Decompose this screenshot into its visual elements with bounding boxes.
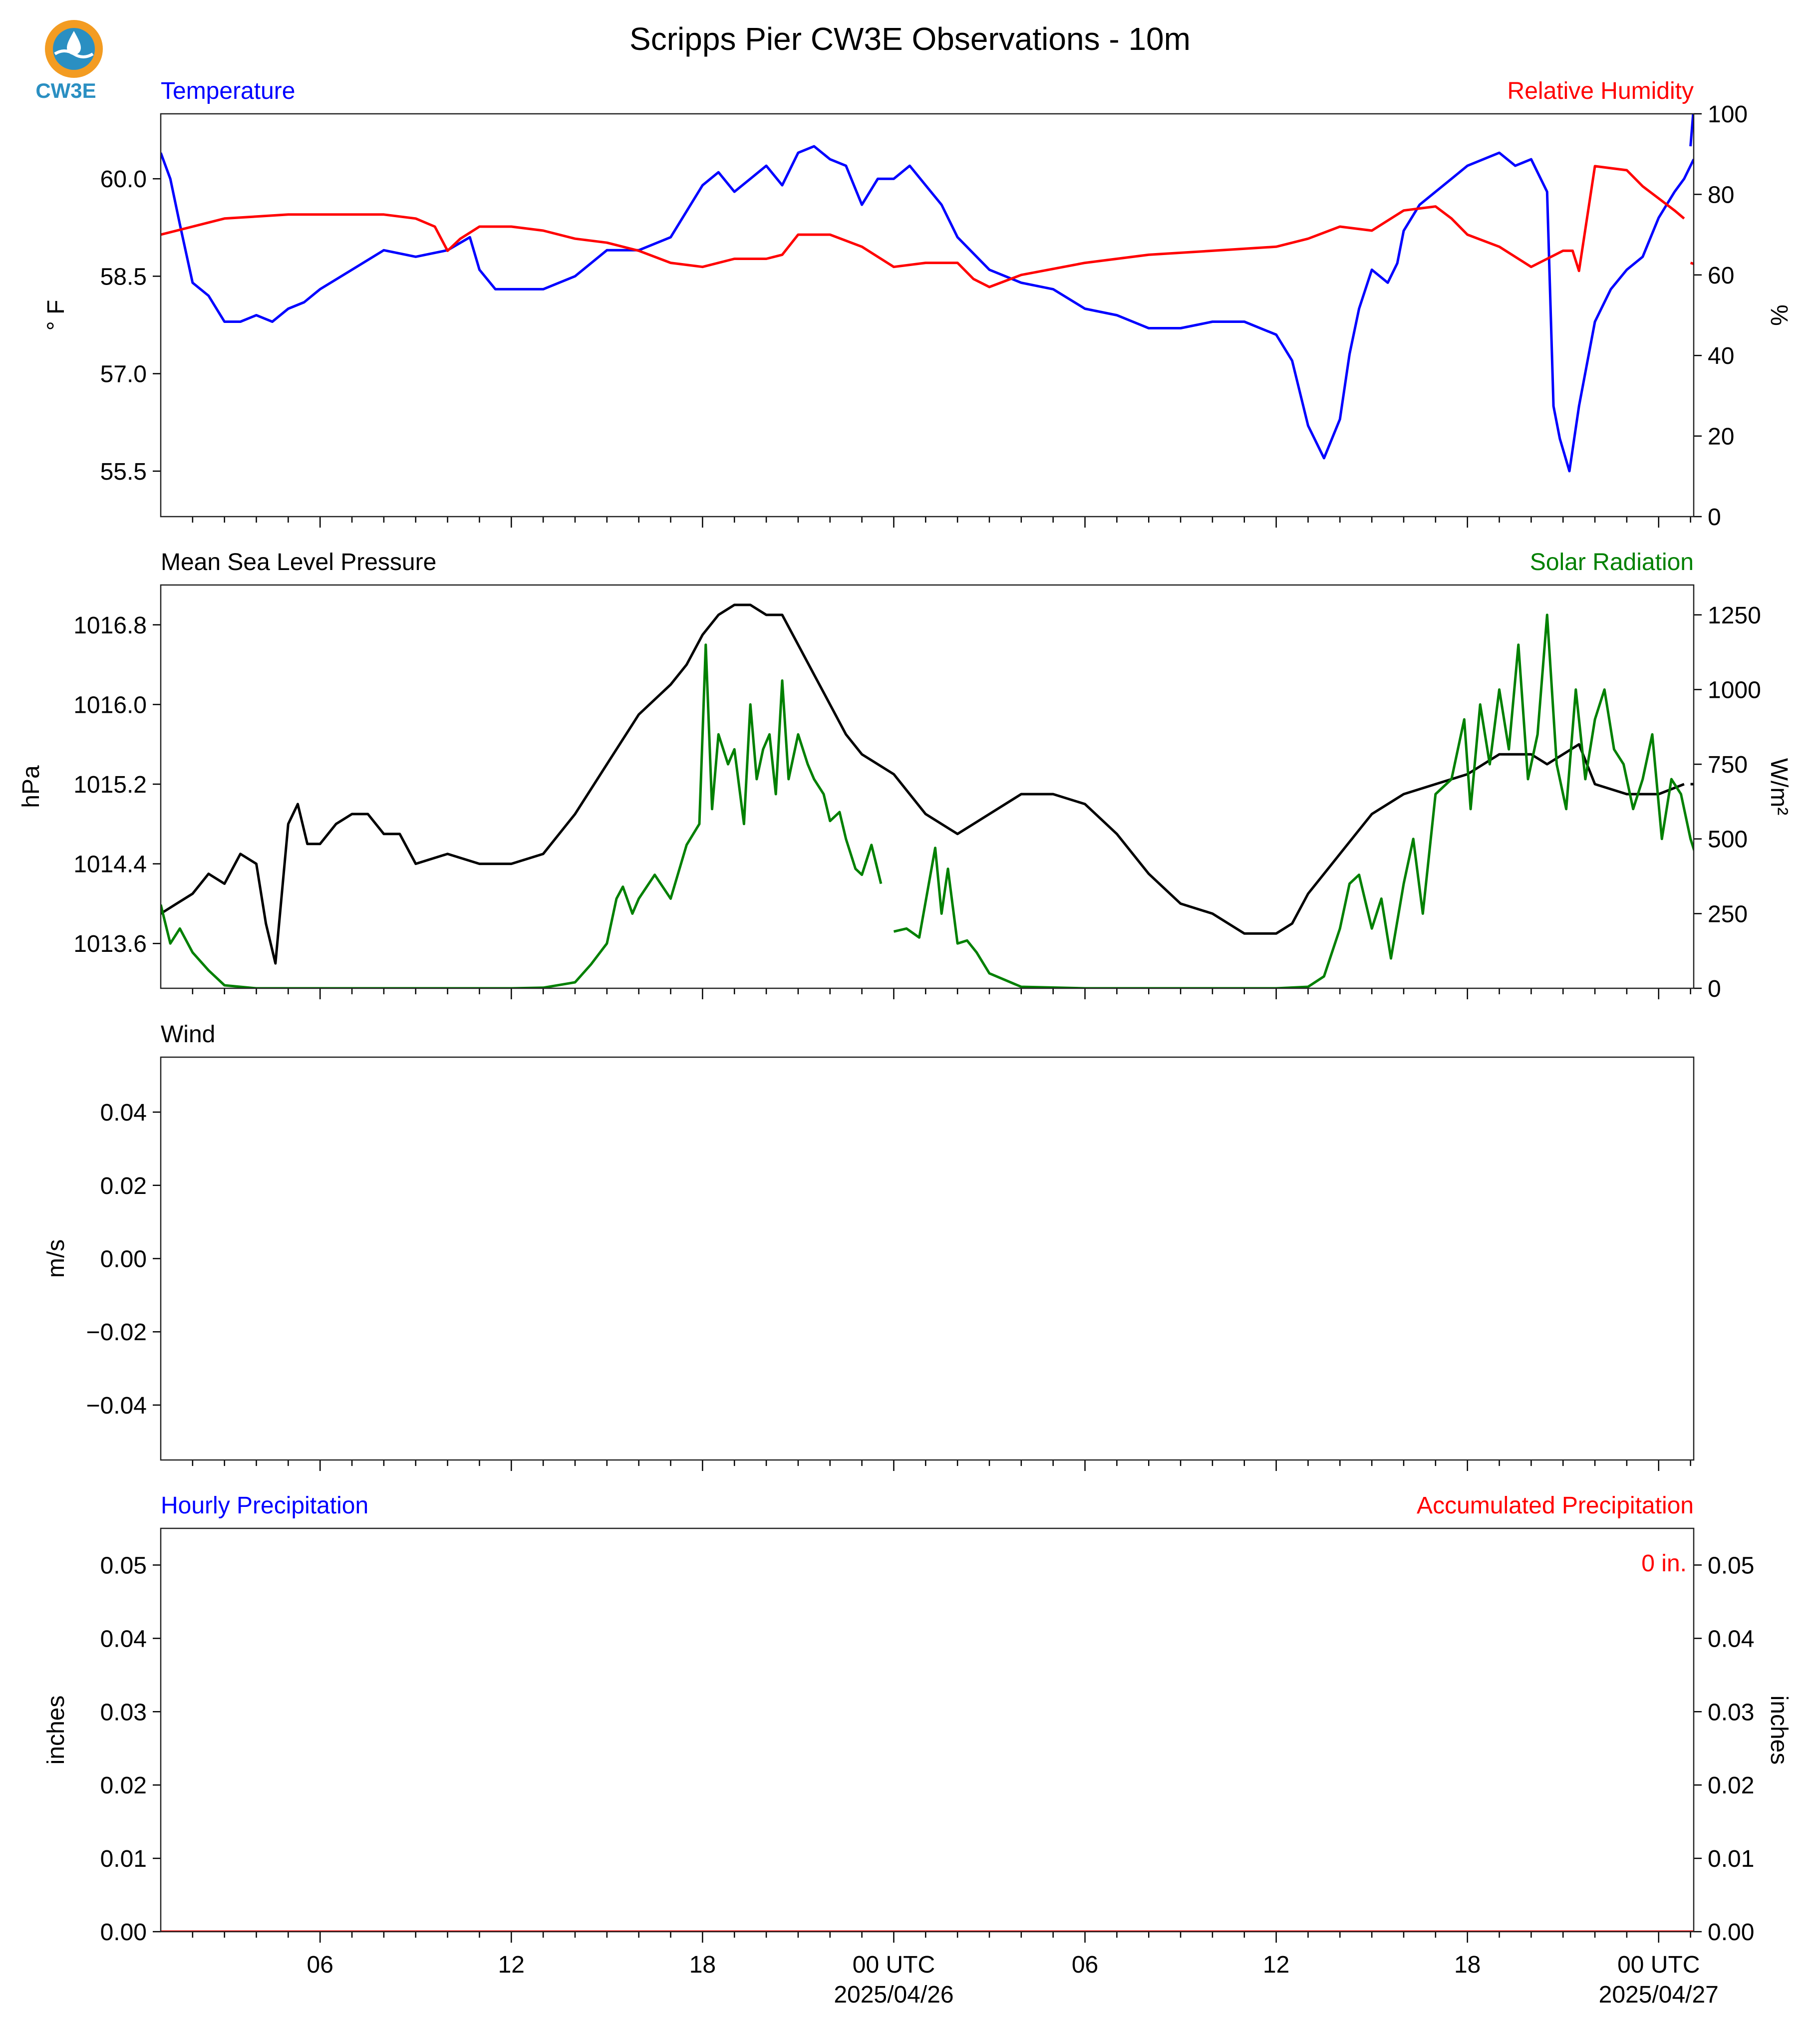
panel-title-right: Accumulated Precipitation xyxy=(1417,1492,1694,1519)
panel-title-left: Mean Sea Level Pressure xyxy=(161,549,436,576)
plot-frame xyxy=(160,584,1695,989)
panel-title-right: Solar Radiation xyxy=(1530,549,1694,576)
y-tick-label-right: 80 xyxy=(1708,182,1734,208)
y-tick-label-left: 55.5 xyxy=(100,459,147,485)
x-date-label: 2025/04/26 xyxy=(834,1982,953,2008)
series-temperature-late xyxy=(1689,114,1694,147)
y-tick-label-right: 500 xyxy=(1708,827,1748,853)
y-axis-label-right: W/m² xyxy=(1766,758,1792,816)
x-tick-label: 06 xyxy=(1072,1952,1098,1978)
x-date-label: 2025/04/27 xyxy=(1599,1982,1719,2008)
x-tick-label: 12 xyxy=(498,1952,525,1978)
series-mean-sea-level-pressure xyxy=(161,603,1685,965)
y-tick-label-right: 40 xyxy=(1708,343,1734,369)
panel-title-left: Wind xyxy=(161,1021,215,1048)
y-tick-label-left: 0.03 xyxy=(100,1699,147,1726)
series-temperature xyxy=(161,145,1694,473)
y-tick-label-left: 1016.8 xyxy=(73,612,147,639)
y-tick-label-left: 0.02 xyxy=(100,1772,147,1799)
y-tick-label-left: −0.02 xyxy=(86,1319,147,1346)
y-axis-label-left: m/s xyxy=(43,1239,69,1278)
plot-frame xyxy=(160,113,1695,518)
y-axis-label-left: ° F xyxy=(43,300,69,331)
panel-title-right: Relative Humidity xyxy=(1508,78,1694,104)
y-tick-label-left: 57.0 xyxy=(100,361,147,388)
y-tick-label-left: 0.04 xyxy=(100,1100,147,1126)
y-axis-label-left: inches xyxy=(43,1696,69,1765)
y-tick-label-left: 0.00 xyxy=(100,1919,147,1946)
x-tick-label: 12 xyxy=(1263,1952,1289,1978)
y-axis-label-left: hPa xyxy=(18,765,44,808)
panel-title-left: Hourly Precipitation xyxy=(161,1492,368,1519)
y-tick-label-left: 0.05 xyxy=(100,1552,147,1579)
series-group xyxy=(161,114,1694,473)
logo-drop-icon xyxy=(67,31,81,55)
y-tick-label-left: 58.5 xyxy=(100,264,147,290)
y-tick-label-left: 0.02 xyxy=(100,1173,147,1199)
y-tick-label-left: 0.01 xyxy=(100,1846,147,1872)
y-tick-label-right: 60 xyxy=(1708,263,1734,289)
plot-frame xyxy=(160,1527,1695,1933)
y-tick-label-right: 250 xyxy=(1708,901,1748,927)
y-axis-label-right: % xyxy=(1766,304,1792,326)
y-tick-label-right: 20 xyxy=(1708,424,1734,450)
panel-2: Mean Sea Level Pressure Solar Radiation 10… xyxy=(18,549,1792,1002)
panel-4: Hourly Precipitation Accumulated Precipit… xyxy=(43,1492,1792,2008)
y-tick-label-left: 1016.0 xyxy=(73,692,147,718)
panel-3: Wind −0.04 −0.02 0.00 0.02 0.04 m/s xyxy=(43,1021,1695,1471)
y-tick-label-left: 1013.6 xyxy=(73,931,147,957)
y-tick-label-right: 0.02 xyxy=(1708,1772,1754,1799)
y-tick-label-right: 0.03 xyxy=(1708,1699,1754,1726)
y-axis-label-right: inches xyxy=(1766,1696,1792,1765)
y-tick-label-right: 0 xyxy=(1708,504,1721,531)
y-tick-label-right: 0 xyxy=(1708,976,1721,1002)
y-tick-label-right: 1250 xyxy=(1708,602,1761,629)
logo-text: CW3E xyxy=(35,79,96,102)
y-tick-label-right: 1000 xyxy=(1708,677,1761,703)
y-tick-label-left: 0.00 xyxy=(100,1246,147,1273)
series-relative-humidity xyxy=(161,165,1685,289)
y-tick-label-right: 100 xyxy=(1708,101,1748,128)
x-tick-label: 18 xyxy=(689,1952,716,1978)
series-group xyxy=(161,603,1694,988)
y-tick-label-left: 1015.2 xyxy=(73,772,147,798)
y-tick-label-right: 750 xyxy=(1708,752,1748,778)
y-tick-label-left: −0.04 xyxy=(86,1393,147,1419)
x-tick-label: 00 UTC xyxy=(853,1952,935,1978)
y-tick-label-left: 1014.4 xyxy=(73,852,147,878)
figure-title: Scripps Pier CW3E Observations - 10m xyxy=(629,21,1191,57)
y-tick-label-left: 0.04 xyxy=(100,1626,147,1652)
x-tick-label: 18 xyxy=(1454,1952,1481,1978)
series-solar-radiation xyxy=(161,643,883,988)
plot-frame xyxy=(160,1056,1695,1461)
panel-1: Temperature Relative Humidity 55.5 57.0 58.5… xyxy=(43,78,1792,531)
y-tick-label-right: 0.05 xyxy=(1708,1552,1754,1579)
y-tick-label-right: 0.00 xyxy=(1708,1919,1754,1946)
accumulated-annotation: 0 in. xyxy=(1641,1550,1687,1577)
cw3e-logo: CW3E xyxy=(35,20,103,102)
x-tick-label: 06 xyxy=(307,1952,333,1978)
y-tick-label-right: 0.04 xyxy=(1708,1626,1754,1652)
y-tick-label-right: 0.01 xyxy=(1708,1846,1754,1872)
x-tick-label: 00 UTC xyxy=(1617,1952,1700,1978)
series-solar-radiation-midday xyxy=(893,613,1694,988)
panel-title-left: Temperature xyxy=(161,78,295,104)
y-tick-label-left: 60.0 xyxy=(100,166,147,193)
